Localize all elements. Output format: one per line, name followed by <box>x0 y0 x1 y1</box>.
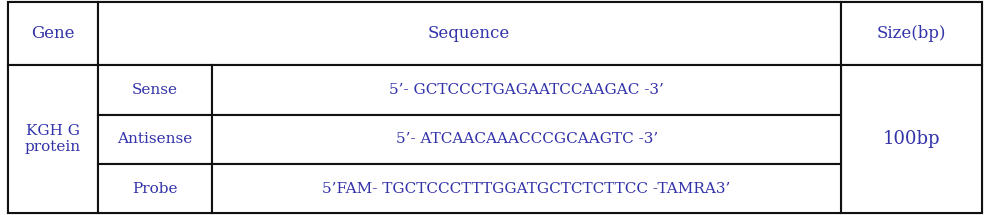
Text: 5’- ATCAACAAACCCGCAAGTC -3’: 5’- ATCAACAAACCCGCAAGTC -3’ <box>396 132 657 146</box>
Text: Antisense: Antisense <box>118 132 193 146</box>
Bar <box>841 2 982 65</box>
Text: KGH G
protein: KGH G protein <box>25 124 81 154</box>
Bar <box>841 65 982 213</box>
Bar <box>98 164 213 213</box>
Text: 5’- GCTCCCTGAGAATCCAAGAC -3’: 5’- GCTCCCTGAGAATCCAAGAC -3’ <box>389 83 664 97</box>
Bar <box>98 65 213 115</box>
Text: Size(bp): Size(bp) <box>877 25 946 42</box>
Text: Gene: Gene <box>31 25 74 42</box>
Bar <box>213 65 841 115</box>
Text: Sense: Sense <box>132 83 178 97</box>
Text: 5’FAM- TGCTCCCTTTGGATGCTCTCTTCC -TAMRA3’: 5’FAM- TGCTCCCTTTGGATGCTCTCTTCC -TAMRA3’ <box>323 182 731 196</box>
Bar <box>98 2 841 65</box>
Bar <box>8 2 98 65</box>
Bar <box>213 164 841 213</box>
Bar <box>98 115 213 164</box>
Bar <box>8 65 98 213</box>
Text: Sequence: Sequence <box>428 25 510 42</box>
Bar <box>213 115 841 164</box>
Text: Probe: Probe <box>133 182 178 196</box>
Text: 100bp: 100bp <box>883 130 940 148</box>
